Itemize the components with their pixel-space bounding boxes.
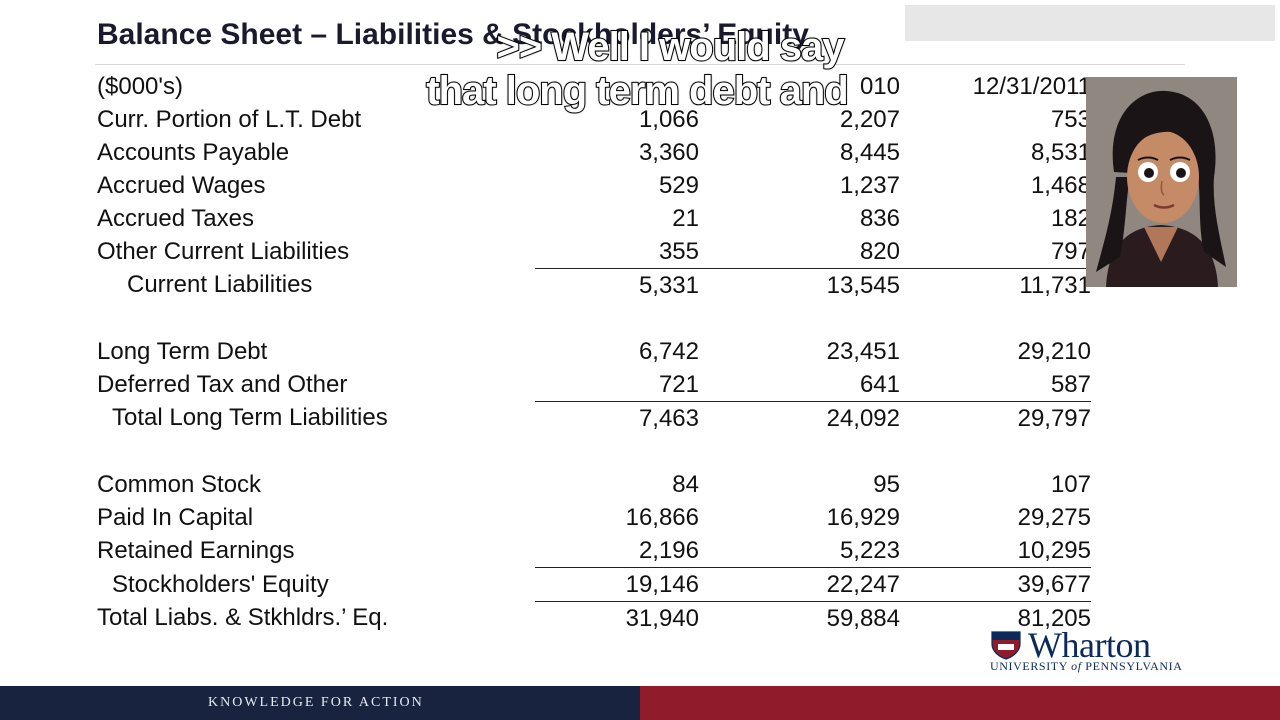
caption-line-2: that long term debt and xyxy=(425,69,849,113)
cell-value: 11,731 xyxy=(900,268,1091,302)
cell-value: 2,207 xyxy=(839,105,900,133)
university-shield-icon xyxy=(991,631,1021,660)
column-header-2: 010 xyxy=(859,72,900,100)
cell-value: 1,468 xyxy=(1030,171,1091,199)
cell-value: 3,360 xyxy=(638,138,699,166)
title-divider xyxy=(95,64,1185,65)
table-row: Other Current Liabilities 355 820 797 xyxy=(97,235,1091,269)
row-label: Stockholders' Equity xyxy=(112,570,329,598)
cell-value: 16,929 xyxy=(826,503,900,531)
cell-value: 529 xyxy=(658,171,699,199)
cell-value: 7,463 xyxy=(535,401,699,435)
units-label: ($000's) xyxy=(97,72,183,100)
cell-value: 182 xyxy=(1050,204,1091,232)
cell-value: 19,146 xyxy=(535,567,699,602)
slide-title: Balance Sheet – Liabilities & Stockholde… xyxy=(97,18,809,51)
row-label: Accrued Taxes xyxy=(97,204,254,232)
cell-value: 1,237 xyxy=(839,171,900,199)
subtotal-row: Current Liabilities 5,331 13,545 11,731 xyxy=(97,268,1091,302)
row-label: Total Long Term Liabilities xyxy=(112,404,388,432)
cell-value: 107 xyxy=(1050,470,1091,498)
footer-tagline: KNOWLEDGE FOR ACTION xyxy=(208,695,424,710)
cell-value: 355 xyxy=(658,237,699,265)
row-label: Current Liabilities xyxy=(127,271,313,299)
cell-value: 797 xyxy=(1050,237,1091,265)
cell-value: 16,866 xyxy=(625,503,699,531)
cell-value: 59,884 xyxy=(699,601,900,635)
cell-value: 6,742 xyxy=(638,337,699,365)
table-row: Common Stock 84 95 107 xyxy=(97,468,1091,501)
row-label: Other Current Liabilities xyxy=(97,237,350,265)
table-row: Retained Earnings 2,196 5,223 10,295 xyxy=(97,534,1091,568)
cell-value: 95 xyxy=(873,470,900,498)
row-label: Accounts Payable xyxy=(97,138,290,166)
table-row: Accrued Taxes 21 836 182 xyxy=(97,202,1091,235)
table-header-row: ($000's) 010 12/31/2011 xyxy=(97,70,1091,103)
cell-value: 24,092 xyxy=(699,401,900,435)
wharton-subtitle: UNIVERSITY of PENNSYLVANIA xyxy=(990,659,1183,674)
row-label: Accrued Wages xyxy=(97,171,266,199)
table-row: Paid In Capital 16,866 16,929 29,275 xyxy=(97,501,1091,534)
row-label: Deferred Tax and Other xyxy=(97,370,348,398)
table-row: Long Term Debt 6,742 23,451 29,210 xyxy=(97,335,1091,368)
cell-value: 8,445 xyxy=(839,138,900,166)
column-header-3: 12/31/2011 xyxy=(972,72,1091,100)
subtitle-suffix: PENNSYLVANIA xyxy=(1081,659,1183,673)
row-label: Total Liabs. & Stkhldrs.’ Eq. xyxy=(97,604,389,632)
cell-value: 29,210 xyxy=(1017,337,1091,365)
cell-value: 820 xyxy=(859,237,900,265)
row-label: Common Stock xyxy=(97,470,262,498)
table-row: Curr. Portion of L.T. Debt 1,066 2,207 7… xyxy=(97,103,1091,136)
footer-navy-band xyxy=(0,686,640,720)
total-row: Total Liabs. & Stkhldrs.’ Eq. 31,940 59,… xyxy=(97,601,1091,635)
cell-value: 84 xyxy=(672,470,699,498)
cell-value: 10,295 xyxy=(1017,536,1091,564)
row-label: Curr. Portion of L.T. Debt xyxy=(97,105,362,133)
cell-value: 5,223 xyxy=(839,536,900,564)
cell-value: 81,205 xyxy=(900,601,1091,635)
cell-value: 753 xyxy=(1050,105,1091,133)
cell-value: 21 xyxy=(672,204,699,232)
spacer-row xyxy=(97,302,1091,335)
subtotal-row: Stockholders' Equity 19,146 22,247 39,67… xyxy=(97,567,1091,602)
cell-value: 1,066 xyxy=(638,105,699,133)
row-label: Paid In Capital xyxy=(97,503,254,531)
cell-value: 31,940 xyxy=(535,601,699,635)
subtotal-row: Total Long Term Liabilities 7,463 24,092… xyxy=(97,401,1091,435)
subtitle-of: of xyxy=(1071,659,1082,673)
cell-value: 721 xyxy=(658,370,699,398)
table-row: Accounts Payable 3,360 8,445 8,531 xyxy=(97,136,1091,169)
cell-value: 587 xyxy=(1050,370,1091,398)
cell-value: 8,531 xyxy=(1030,138,1091,166)
cell-value: 39,677 xyxy=(900,567,1091,602)
presenter-avatar xyxy=(1086,77,1237,287)
table-row: Accrued Wages 529 1,237 1,468 xyxy=(97,169,1091,202)
caption-line-1: >> Well I would say xyxy=(495,25,845,69)
cell-value: 23,451 xyxy=(826,337,900,365)
cell-value: 29,275 xyxy=(1017,503,1091,531)
cell-value: 29,797 xyxy=(900,401,1091,435)
spacer-row xyxy=(97,435,1091,468)
row-label: Long Term Debt xyxy=(97,337,268,365)
cell-value: 5,331 xyxy=(535,268,699,302)
balance-sheet-table: ($000's) 010 12/31/2011 Curr. Portion of… xyxy=(97,70,1091,635)
row-label: Retained Earnings xyxy=(97,536,295,564)
cell-value: 13,545 xyxy=(699,268,900,302)
cell-value: 641 xyxy=(859,370,900,398)
cartoon-woman-illustration xyxy=(1086,77,1237,287)
cell-value: 2,196 xyxy=(638,536,699,564)
subtitle-prefix: UNIVERSITY xyxy=(990,659,1072,673)
wharton-logo: Wharton UNIVERSITY of PENNSYLVANIA xyxy=(990,625,1190,674)
top-right-banner xyxy=(905,5,1275,41)
table-row: Deferred Tax and Other 721 641 587 xyxy=(97,368,1091,402)
cell-value: 22,247 xyxy=(699,567,900,602)
footer-red-band xyxy=(640,686,1280,720)
wharton-wordmark: Wharton xyxy=(1028,625,1151,665)
video-caption: >> Well I would say that long term debt … xyxy=(0,25,1280,113)
cell-value: 836 xyxy=(859,204,900,232)
